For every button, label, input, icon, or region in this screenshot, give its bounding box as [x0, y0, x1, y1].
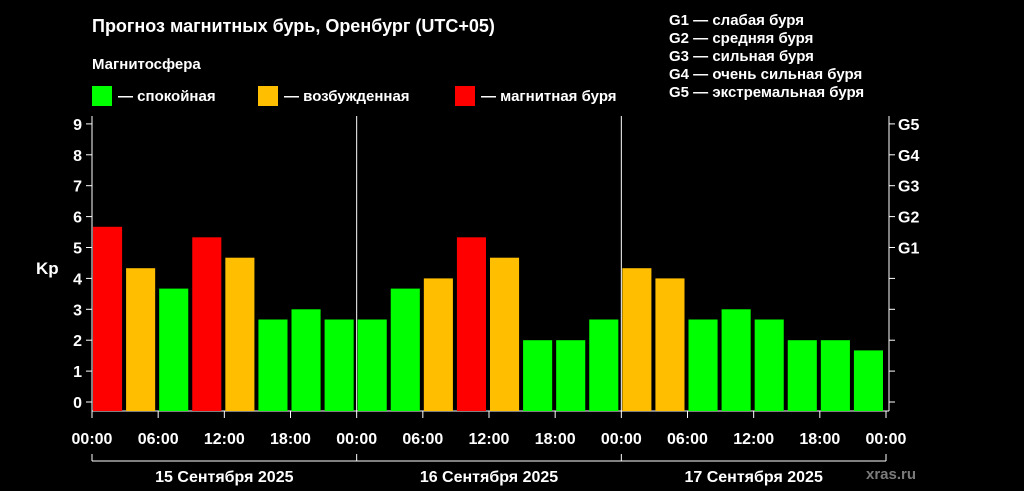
kp-bar	[291, 309, 321, 411]
kp-bar	[324, 319, 354, 411]
magnetosphere-title: Магнитосфера	[92, 56, 201, 73]
legend-label-active: — возбужденная	[284, 87, 410, 105]
g-level-label: G5	[898, 117, 919, 134]
x-tick-label: 00:00	[72, 431, 113, 448]
kp-bar	[192, 237, 222, 411]
storm-level-g2: G2 — средняя буря	[669, 30, 814, 47]
x-tick-label: 06:00	[402, 431, 443, 448]
kp-bar	[820, 340, 850, 411]
kp-bar	[357, 319, 387, 411]
kp-bar	[754, 319, 784, 411]
x-tick-label: 12:00	[733, 431, 774, 448]
legend-item-storm: — магнитная буря	[455, 86, 617, 106]
legend-swatch-active	[258, 86, 278, 106]
kp-bar	[93, 226, 123, 411]
chart-title: Прогноз магнитных бурь, Оренбург (UTC+05…	[92, 16, 495, 36]
kp-bar	[688, 319, 718, 411]
kp-bar	[159, 288, 189, 411]
g-level-label: G4	[898, 148, 919, 165]
kp-bar	[721, 309, 751, 411]
kp-bar	[126, 268, 156, 411]
x-tick-label: 06:00	[138, 431, 179, 448]
legend-item-quiet: — спокойная	[92, 86, 216, 106]
y-axis-label: Kp	[36, 259, 59, 278]
x-tick-label: 18:00	[799, 431, 840, 448]
kp-bar	[490, 257, 520, 411]
x-tick-label: 00:00	[336, 431, 377, 448]
kp-bar	[423, 278, 453, 411]
g-level-label: G3	[898, 179, 919, 196]
kp-bar	[589, 319, 619, 411]
y-tick-label: 9	[73, 117, 82, 134]
kp-bar	[853, 350, 883, 411]
day-label: 16 Сентября 2025	[420, 469, 558, 486]
legend-swatch-storm	[455, 86, 475, 106]
kp-bar	[456, 237, 486, 411]
y-tick-label: 2	[73, 333, 82, 350]
g-level-label: G2	[898, 210, 919, 227]
storm-level-g5: G5 — экстремальная буря	[669, 84, 865, 101]
kp-bar	[622, 268, 652, 411]
y-tick-label: 6	[73, 210, 82, 227]
x-tick-label: 06:00	[667, 431, 708, 448]
day-label: 17 Сентября 2025	[684, 469, 822, 486]
kp-bar	[225, 257, 255, 411]
kp-bar	[258, 319, 288, 411]
y-tick-label: 4	[73, 271, 82, 288]
legend-swatch-quiet	[92, 86, 112, 106]
y-tick-label: 3	[73, 302, 82, 319]
x-tick-label: 00:00	[601, 431, 642, 448]
y-tick-label: 0	[73, 395, 82, 412]
storm-level-g1: G1 — слабая буря	[669, 12, 805, 29]
kp-bar	[523, 340, 553, 411]
x-tick-label: 12:00	[204, 431, 245, 448]
storm-level-g4: G4 — очень сильная буря	[669, 66, 863, 83]
x-tick-label: 12:00	[469, 431, 510, 448]
kp-bar	[390, 288, 420, 411]
watermark: xras.ru	[866, 466, 917, 483]
legend-label-quiet: — спокойная	[118, 87, 216, 105]
y-tick-label: 1	[73, 364, 82, 381]
legend-item-active: — возбужденная	[258, 86, 410, 106]
y-tick-label: 8	[73, 148, 82, 165]
kp-bar	[556, 340, 586, 411]
day-label: 15 Сентября 2025	[155, 469, 293, 486]
storm-level-g3: G3 — сильная буря	[669, 48, 814, 65]
g-level-label: G1	[898, 241, 919, 258]
kp-bar	[655, 278, 685, 411]
x-tick-label: 18:00	[535, 431, 576, 448]
storm-level-legend: G1 — слабая буря G2 — средняя буря G3 — …	[669, 12, 864, 102]
x-tick-label: 00:00	[866, 431, 907, 448]
x-tick-label: 18:00	[270, 431, 311, 448]
y-tick-label: 7	[73, 179, 82, 196]
kp-bar	[787, 340, 817, 411]
y-tick-label: 5	[73, 241, 82, 258]
legend-label-storm: — магнитная буря	[481, 87, 617, 105]
